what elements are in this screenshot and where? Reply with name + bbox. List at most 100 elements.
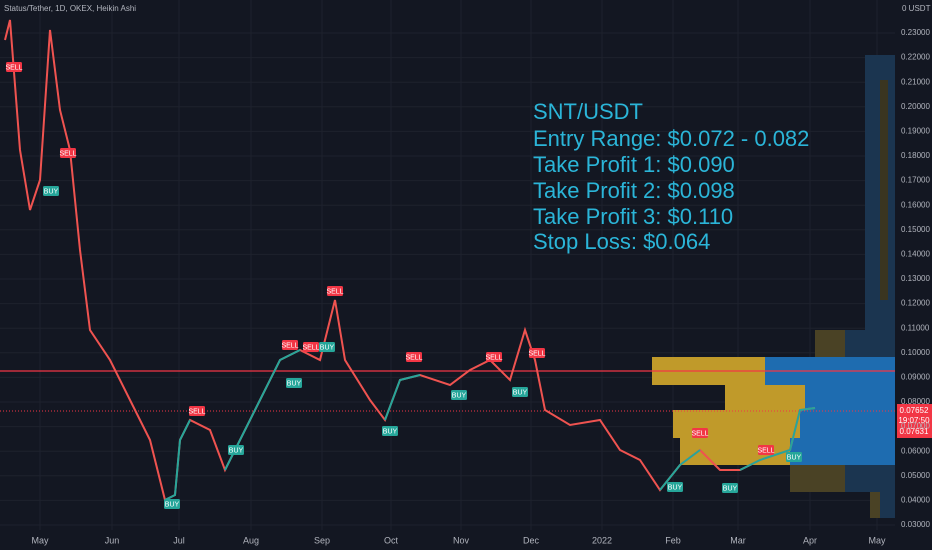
time-tick-label: 2022 [592, 535, 612, 545]
time-tick-label: May [31, 535, 49, 545]
annotation-line: Take Profit 1: $0.090 [533, 152, 735, 177]
signal-box [667, 482, 683, 492]
signal-label: SELL [188, 406, 206, 416]
signal-label: BUY [722, 483, 738, 493]
price-trace [4, 19, 816, 502]
signal-box [406, 352, 422, 362]
signal-box [228, 445, 244, 455]
signal-text: BUY [287, 380, 302, 387]
signal-label: BUY [451, 390, 467, 400]
symbol-header: Status/Tether, 1D, OKEX, Heikin Ashi [4, 4, 136, 13]
signal-label: BUY [319, 342, 335, 352]
signal-text: BUY [383, 428, 398, 435]
signal-label: SELL [5, 62, 23, 72]
price-tick-label: 0.07000 [901, 422, 930, 431]
signal-box [6, 62, 22, 72]
price-tick-label: 0.10000 [901, 348, 930, 357]
price-tick-label: 0.20000 [901, 102, 930, 111]
price-trace-up [739, 407, 816, 471]
signal-label: SELL [485, 352, 503, 362]
countdown: 19:07:50 [898, 416, 930, 425]
last-price: 0.07652 [900, 406, 929, 415]
time-tick-label: Feb [665, 535, 681, 545]
time-tick-label: Sep [314, 535, 330, 545]
signal-text: SELL [528, 350, 545, 357]
signal-label: BUY [228, 445, 244, 455]
signal-label: SELL [405, 352, 423, 362]
signal-box [529, 348, 545, 358]
signal-label: SELL [302, 342, 320, 352]
price-tick-label: 0.06000 [901, 446, 930, 455]
annotation-line: Take Profit 2: $0.098 [533, 178, 735, 203]
price-tick-label: 0.23000 [901, 28, 930, 37]
currency: 0 USDT [902, 4, 931, 13]
price-tick-label: 0.22000 [901, 53, 930, 62]
time-tick-label: Mar [730, 535, 746, 545]
signal-text: BUY [723, 485, 738, 492]
time-tick-label: Jun [105, 535, 120, 545]
signal-box [43, 186, 59, 196]
signal-box [786, 452, 802, 462]
annotation-line: Stop Loss: $0.064 [533, 229, 710, 254]
time-tick-label: Nov [453, 535, 470, 545]
signal-text: BUY [165, 501, 180, 508]
signal-box [486, 352, 502, 362]
signal-text: SELL [59, 150, 76, 157]
signal-box [451, 390, 467, 400]
price-tick-label: 0.03000 [901, 520, 930, 529]
signal-box [303, 342, 319, 352]
price-tick-label: 0.14000 [901, 250, 930, 259]
signal-box [692, 428, 708, 438]
signal-box [319, 342, 335, 352]
price-tick-label: 0.12000 [901, 299, 930, 308]
price-tick-label: 0.18000 [901, 151, 930, 160]
price-tick-label: 0.11000 [901, 323, 930, 332]
signal-box [189, 406, 205, 416]
annotation-line: Entry Range: $0.072 - 0.082 [533, 126, 809, 151]
signal-label: BUY [286, 378, 302, 388]
signal-label: SELL [528, 348, 546, 358]
signal-label: SELL [691, 428, 709, 438]
signal-label: SELL [326, 286, 344, 296]
price-axis [895, 0, 932, 550]
signal-box [382, 426, 398, 436]
price-trace-up [659, 449, 701, 491]
signal-box [327, 286, 343, 296]
price-tick-label: 0.21000 [901, 77, 930, 86]
signal-text: SELL [302, 344, 319, 351]
price-tick-label: 0.04000 [901, 496, 930, 505]
signal-label: SELL [281, 340, 299, 350]
time-tick-label: Jul [173, 535, 185, 545]
price-tick-label: 0.05000 [901, 471, 930, 480]
signal-label: SELL [59, 148, 77, 158]
signal-text: BUY [44, 188, 59, 195]
signal-text: SELL [485, 354, 502, 361]
signal-text: SELL [405, 354, 422, 361]
price-tick-label: 0.13000 [901, 274, 930, 283]
time-tick-label: Oct [384, 535, 399, 545]
signal-box [286, 378, 302, 388]
annotation-line: SNT/USDT [533, 99, 643, 124]
signal-text: SELL [326, 288, 343, 295]
signal-text: SELL [281, 342, 298, 349]
other-price: 0.07631 [900, 427, 929, 436]
time-tick-label: Dec [523, 535, 540, 545]
signal-label: BUY [382, 426, 398, 436]
signal-text: BUY [668, 484, 683, 491]
price-tick-label: 0.17000 [901, 176, 930, 185]
signal-box [722, 483, 738, 493]
price-tick-label: 0.08000 [901, 397, 930, 406]
annotation-line: Take Profit 3: $0.110 [533, 204, 733, 229]
signal-text: BUY [320, 344, 335, 351]
signal-text: SELL [5, 64, 22, 71]
signal-box [164, 499, 180, 509]
signal-text: BUY [513, 389, 528, 396]
price-tick-label: 0.09000 [901, 373, 930, 382]
signal-text: BUY [787, 454, 802, 461]
time-tick-label: Apr [803, 535, 817, 545]
signal-label: BUY [43, 186, 59, 196]
signal-label: SELL [757, 445, 775, 455]
signal-text: BUY [229, 447, 244, 454]
price-tick-label: 0.16000 [901, 200, 930, 209]
